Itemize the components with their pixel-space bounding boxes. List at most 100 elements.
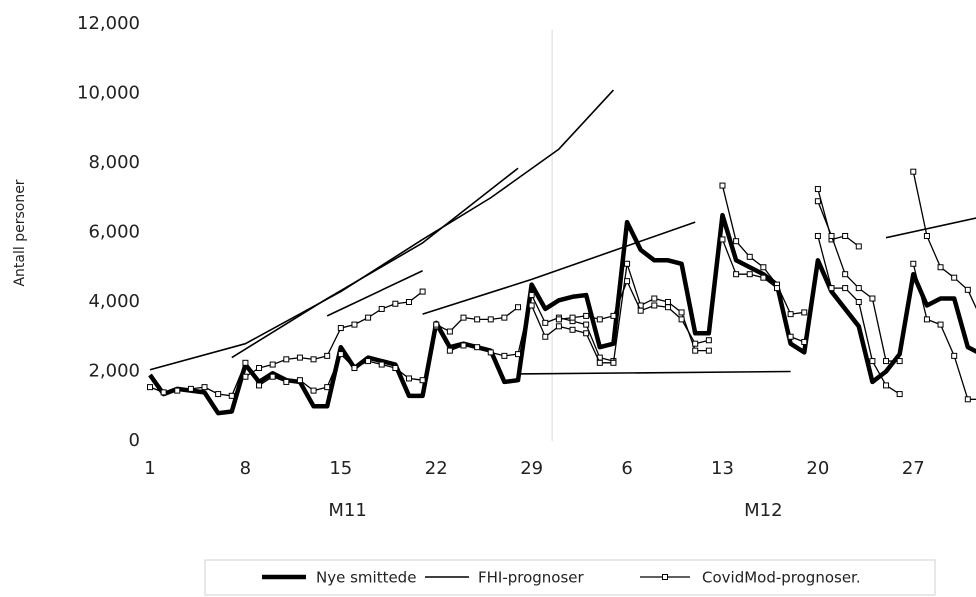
marker xyxy=(474,316,481,323)
series-line xyxy=(912,171,976,310)
marker xyxy=(910,260,917,267)
marker xyxy=(392,365,399,372)
marker xyxy=(269,361,276,368)
y-tick-label: 0 xyxy=(129,430,140,451)
marker xyxy=(664,299,671,305)
x-tick-label: 20 xyxy=(806,458,829,479)
marker xyxy=(405,299,412,305)
y-tick-label: 2,000 xyxy=(88,361,140,382)
series-line xyxy=(148,212,976,416)
marker xyxy=(896,391,903,398)
marker xyxy=(555,316,562,323)
marker xyxy=(719,236,726,243)
marker xyxy=(501,314,508,321)
y-axis-label: Antall personer xyxy=(12,179,28,286)
marker xyxy=(474,344,481,351)
marker xyxy=(378,361,385,368)
marker xyxy=(746,253,753,260)
marker xyxy=(433,321,440,328)
marker xyxy=(515,351,522,358)
marker xyxy=(337,325,344,332)
marker xyxy=(896,358,903,365)
x-tick-label: 15 xyxy=(329,458,352,479)
marker xyxy=(378,305,385,312)
marker xyxy=(583,312,590,319)
marker xyxy=(814,198,821,205)
marker xyxy=(215,391,222,398)
y-tick-label: 12,000 xyxy=(77,13,140,34)
marker xyxy=(569,326,576,333)
marker xyxy=(883,382,890,389)
marker xyxy=(624,260,631,267)
legend-label: Nye smittede xyxy=(316,569,416,587)
legend-box xyxy=(204,559,936,596)
marker xyxy=(392,300,399,307)
marker xyxy=(269,373,276,380)
series-line xyxy=(231,167,519,359)
marker xyxy=(678,316,685,323)
marker xyxy=(555,323,562,330)
marker xyxy=(310,387,317,394)
marker xyxy=(964,286,971,293)
marker xyxy=(964,396,971,403)
marker xyxy=(515,304,522,311)
series-line xyxy=(422,221,696,315)
series xyxy=(147,168,976,403)
series-line xyxy=(518,370,791,375)
marker xyxy=(174,387,181,394)
marker xyxy=(733,271,740,278)
marker xyxy=(583,330,590,337)
marker xyxy=(365,314,372,321)
marker xyxy=(787,333,794,340)
marker xyxy=(542,333,549,340)
marker xyxy=(256,365,263,372)
marker xyxy=(365,358,372,365)
legend-label: FHI-prognoser xyxy=(478,569,585,587)
marker xyxy=(528,292,535,299)
marker xyxy=(187,385,194,392)
marker xyxy=(733,238,740,245)
marker xyxy=(760,264,767,271)
series-line xyxy=(912,263,976,400)
marker xyxy=(828,285,835,292)
marker xyxy=(719,182,726,189)
marker xyxy=(664,304,671,311)
marker xyxy=(296,354,303,361)
marker xyxy=(160,389,167,396)
legend-label: CovidMod-prognoser. xyxy=(702,569,861,587)
marker xyxy=(869,358,876,365)
y-tick-label: 6,000 xyxy=(88,222,140,243)
marker xyxy=(419,288,426,295)
marker xyxy=(801,309,808,316)
series xyxy=(148,212,976,416)
x-tick-label: 8 xyxy=(240,458,251,479)
marker xyxy=(228,392,235,399)
marker xyxy=(828,232,835,239)
series-line xyxy=(817,188,860,247)
marker xyxy=(773,285,780,292)
series-line xyxy=(149,89,615,371)
marker xyxy=(542,319,549,326)
marker xyxy=(705,337,712,344)
marker xyxy=(351,365,358,372)
marker xyxy=(324,384,331,391)
x-tick-label: 13 xyxy=(711,458,734,479)
marker xyxy=(256,382,263,389)
marker xyxy=(351,321,358,328)
marker xyxy=(419,377,426,384)
marker xyxy=(569,314,576,321)
marker xyxy=(460,342,467,349)
marker xyxy=(283,378,290,385)
x-tick-label: 6 xyxy=(621,458,632,479)
marker xyxy=(855,243,862,250)
x-tick-label: 22 xyxy=(425,458,448,479)
marker xyxy=(692,347,699,354)
marker xyxy=(501,352,508,359)
marker xyxy=(487,349,494,356)
x-tick-label: 29 xyxy=(520,458,543,479)
marker xyxy=(855,299,862,305)
y-tick-label: 4,000 xyxy=(88,291,140,312)
marker xyxy=(814,232,821,239)
marker xyxy=(596,359,603,366)
